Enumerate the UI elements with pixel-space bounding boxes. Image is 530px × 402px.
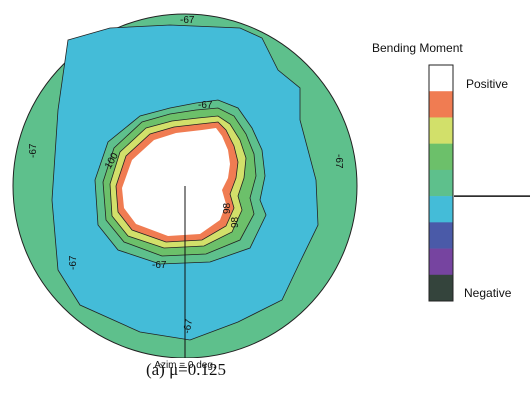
rotor-disk-plot: -67 -67 -67 -67 -67 -67 -67 100 98 98 Az… — [12, 13, 358, 371]
contour-label: -67 — [68, 255, 79, 270]
colorbar-swatch — [429, 65, 453, 92]
figure-caption: (a) μ=0.125 — [145, 360, 227, 379]
contour-band-white-center — [122, 128, 230, 236]
colorbar-swatch — [429, 248, 453, 276]
contour-label: -67 — [182, 318, 195, 335]
legend-high-label: Positive — [466, 77, 508, 91]
colorbar-swatch — [429, 91, 453, 118]
colorbar-swatch — [429, 169, 453, 197]
colorbar-swatch — [429, 117, 453, 144]
colorbar-swatches — [428, 64, 454, 302]
contour-label: -67 — [152, 260, 167, 271]
azimuth-label: Azim = 0 deg. — [154, 360, 215, 371]
azimuth-label-bg — [140, 358, 230, 370]
legend-title: Bending Moment — [372, 41, 463, 55]
colorbar-swatch — [429, 274, 453, 302]
colorbar-legend: Bending Moment Positive Negative — [372, 41, 530, 302]
colorbar-swatch — [429, 196, 453, 223]
contour-label: -67 — [198, 100, 213, 111]
contour-label: 98 — [222, 202, 233, 214]
legend-low-label: Negative — [464, 286, 512, 300]
contour-label: -67 — [28, 143, 39, 158]
contour-label: 98 — [230, 216, 241, 228]
colorbar-swatch — [429, 143, 453, 171]
contour-label: -67 — [180, 15, 195, 26]
colorbar-swatch — [429, 222, 453, 249]
colorbar-border — [428, 64, 454, 302]
contour-label: -67 — [333, 154, 344, 169]
rotor-disk: -67 -67 -67 -67 -67 -67 -67 100 98 98 — [12, 13, 358, 360]
